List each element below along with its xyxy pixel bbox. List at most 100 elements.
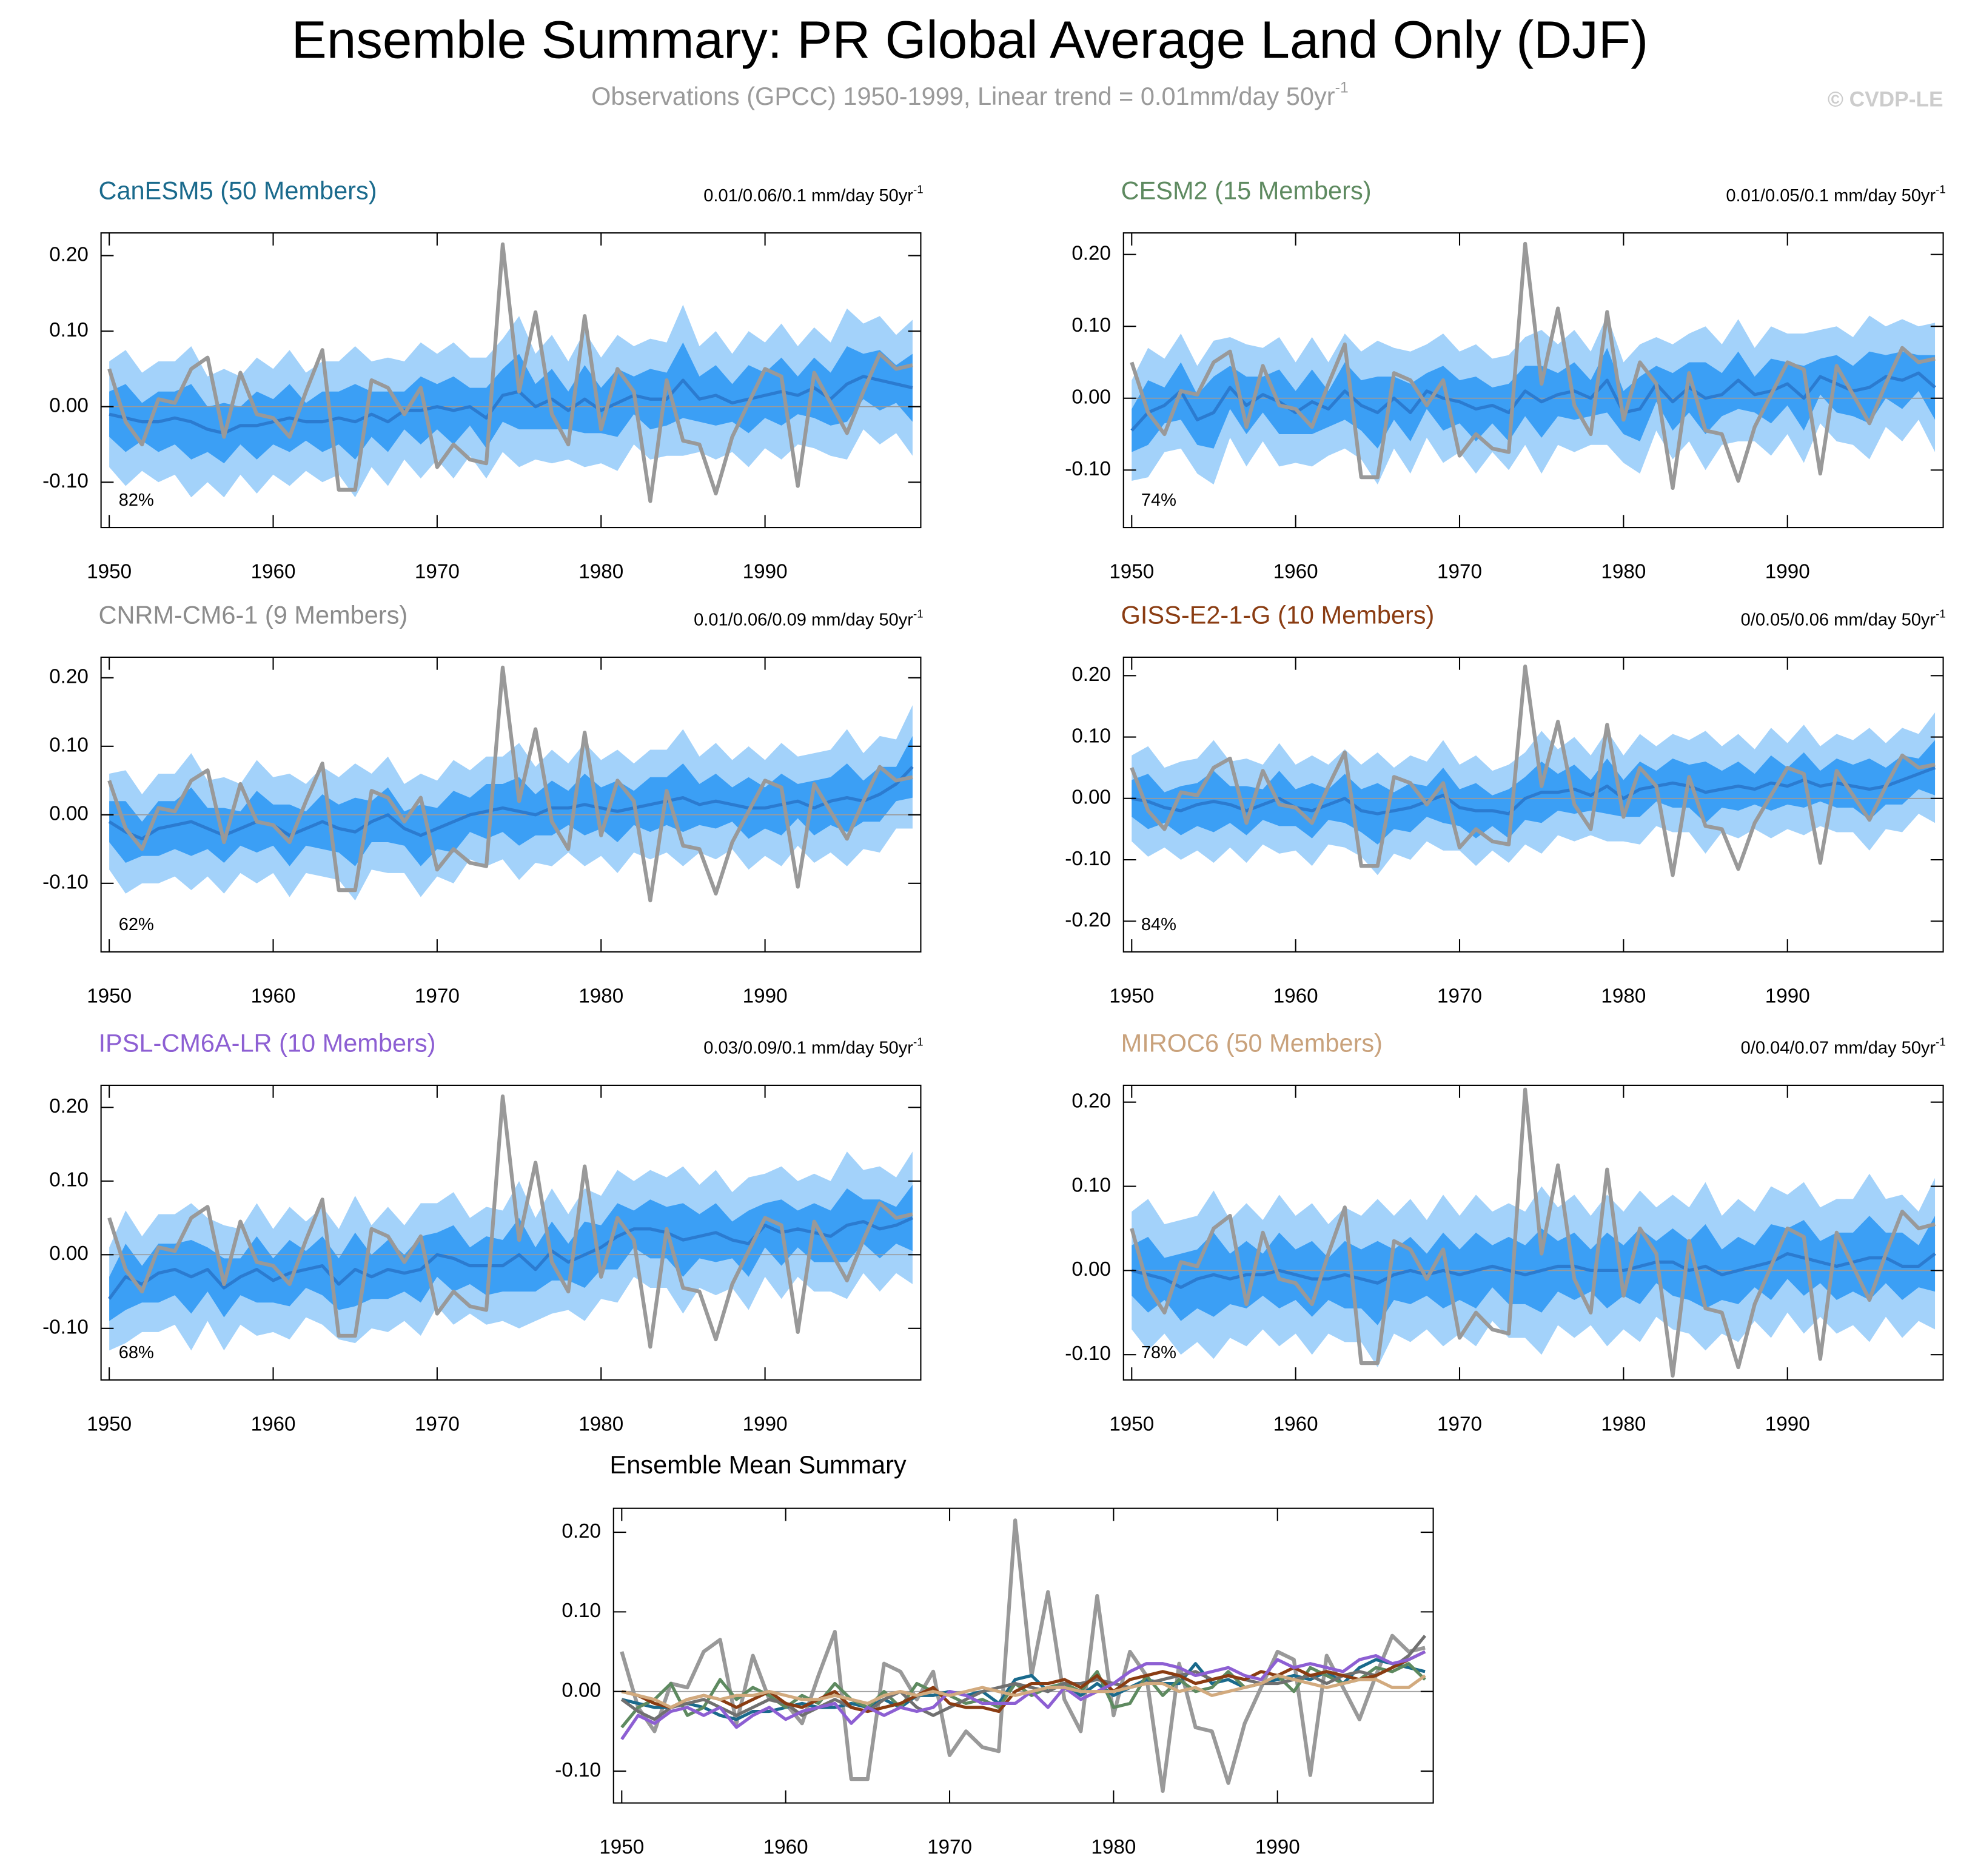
series-line (109, 375, 913, 435)
trend-text: 0.01/0.06/0.1 mm/day 50yr (703, 186, 913, 206)
trend-label: 0.01/0.05/0.1 mm/day 50yr-1 (1726, 183, 1945, 205)
y-tick-label: -0.10 (1065, 1342, 1111, 1365)
x-tick-label: 1970 (415, 561, 460, 583)
percent-label: 84% (1141, 915, 1176, 934)
trend-text: 0.01/0.06/0.09 mm/day 50yr (694, 610, 913, 629)
y-tick-label: 0.10 (1071, 725, 1111, 747)
x-tick-label: 1950 (1109, 561, 1154, 583)
series-line (107, 665, 913, 903)
series-line (620, 1650, 1426, 1740)
subtitle-text: Observations (GPCC) 1950-1999, Linear tr… (591, 82, 1335, 110)
plot-frame (100, 1084, 922, 1381)
trend-text: 0/0.04/0.07 mm/day 50yr (1741, 1038, 1936, 1057)
series-line (1130, 665, 1936, 877)
y-tick-label: 0.20 (49, 666, 89, 688)
y-tick-label: 0.10 (1071, 1174, 1111, 1196)
x-tick-label: 1950 (87, 1413, 132, 1435)
x-tick-label: 1990 (1765, 1413, 1810, 1435)
trend-label: 0/0.04/0.07 mm/day 50yr-1 (1741, 1035, 1946, 1057)
series-line (620, 1662, 1426, 1729)
range-band (109, 735, 913, 866)
x-tick-label: 1960 (251, 985, 296, 1007)
y-tick-label: 0.00 (1071, 386, 1111, 409)
panel-title: MIROC6 (50 Members) (1121, 1028, 1383, 1057)
y-tick-label: 0.00 (562, 1679, 601, 1701)
plot-area (1123, 1087, 1943, 1378)
x-tick-label: 1990 (743, 985, 788, 1007)
y-tick-label: 0.20 (1071, 242, 1111, 264)
watermark: © CVDP-LE (1828, 87, 1943, 111)
y-tick-label: 0.20 (562, 1520, 601, 1543)
y-tick-label: 0.00 (1071, 786, 1111, 809)
x-tick-label: 1960 (1273, 1413, 1318, 1435)
x-tick-label: 1990 (1765, 561, 1810, 583)
figure-subtitle: Observations (GPCC) 1950-1999, Linear tr… (591, 79, 1349, 110)
trend-superscript: -1 (913, 183, 924, 195)
plot-frame (100, 232, 922, 529)
y-tick-label: 0.00 (49, 1242, 89, 1265)
trend-superscript: -1 (1936, 1035, 1946, 1048)
y-tick-label: 0.20 (49, 1095, 89, 1117)
percent-label: 82% (119, 491, 154, 510)
figure-title: Ensemble Summary: PR Global Average Land… (292, 11, 1649, 70)
series-line (1130, 371, 1936, 432)
y-tick-label: -0.10 (1065, 458, 1111, 480)
trend-text: 0.01/0.05/0.1 mm/day 50yr (1726, 186, 1936, 206)
x-tick-label: 1960 (1273, 561, 1318, 583)
series-line (108, 765, 914, 840)
y-tick-label: 0.20 (1071, 1090, 1111, 1112)
y-tick-label: 0.20 (49, 243, 89, 266)
x-tick-label: 1980 (1091, 1836, 1136, 1858)
range-band (1132, 740, 1936, 845)
percent-label: 78% (1141, 1343, 1176, 1362)
x-tick-label: 1970 (1437, 1413, 1482, 1435)
trend-text: 0.03/0.09/0.1 mm/day 50yr (703, 1038, 913, 1057)
x-tick-label: 1950 (87, 985, 132, 1007)
x-tick-label: 1960 (763, 1836, 808, 1858)
trend-superscript: -1 (1936, 607, 1946, 620)
y-tick-label: 0.10 (49, 1169, 89, 1191)
panel-title: GISS-E2-1-G (10 Members) (1121, 600, 1435, 629)
trend-superscript: -1 (1936, 183, 1946, 195)
trend-text: 0/0.05/0.06 mm/day 50yr (1741, 610, 1936, 629)
range-band (109, 342, 913, 464)
x-tick-label: 1980 (578, 985, 623, 1007)
y-tick-label: -0.10 (42, 1316, 89, 1339)
x-tick-label: 1970 (415, 985, 460, 1007)
y-tick-label: 0.00 (1071, 1258, 1111, 1281)
plot-frame (1122, 656, 1944, 953)
trend-label: 0.01/0.06/0.1 mm/day 50yr-1 (703, 183, 923, 205)
x-tick-label: 1970 (1437, 561, 1482, 583)
range-band (1132, 347, 1936, 452)
x-tick-label: 1960 (251, 561, 296, 583)
series-line (621, 1658, 1426, 1721)
x-tick-label: 1990 (743, 1413, 788, 1435)
y-tick-label: 0.00 (49, 394, 89, 417)
series-line (621, 1673, 1426, 1709)
plot-area (613, 1518, 1433, 1793)
trend-label: 0.03/0.09/0.1 mm/day 50yr-1 (703, 1035, 923, 1057)
series-line (107, 1094, 913, 1349)
y-tick-label: 0.10 (49, 734, 89, 757)
x-tick-label: 1970 (927, 1836, 972, 1858)
plot-frame (1122, 232, 1944, 529)
y-tick-label: 0.00 (49, 803, 89, 825)
series-line (1131, 1252, 1936, 1289)
percent-label: 68% (119, 1343, 154, 1362)
x-tick-label: 1990 (1255, 1836, 1300, 1858)
x-tick-label: 1990 (1765, 985, 1810, 1007)
trend-label: 0/0.05/0.06 mm/day 50yr-1 (1741, 607, 1946, 629)
x-tick-label: 1950 (87, 561, 132, 583)
trend-label: 0.01/0.06/0.09 mm/day 50yr-1 (694, 607, 924, 629)
y-tick-label: -0.10 (1065, 848, 1111, 870)
y-tick-label: -0.10 (42, 871, 89, 894)
series-line (107, 242, 913, 503)
trend-superscript: -1 (913, 1035, 924, 1048)
series-line (620, 1518, 1426, 1793)
y-tick-label: -0.20 (1065, 909, 1111, 931)
series-line (108, 1216, 913, 1300)
y-tick-label: 0.10 (562, 1600, 601, 1622)
